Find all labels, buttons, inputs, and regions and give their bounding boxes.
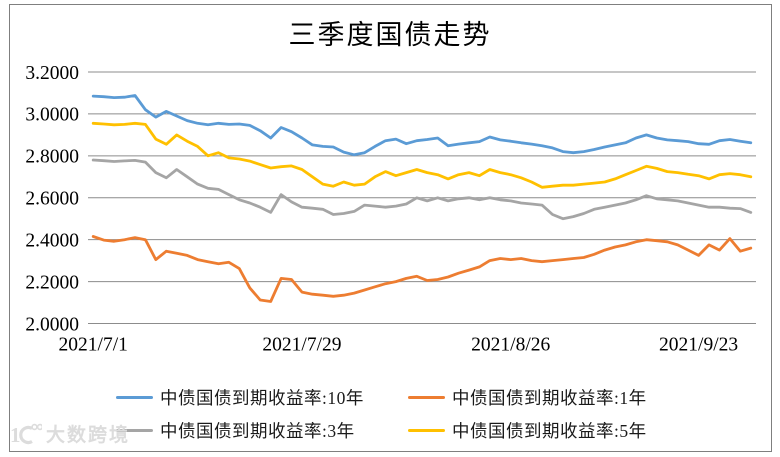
y-tick-label: 3.2000 [25,63,79,84]
legend-item-1y: 中债国债到期收益率:1年 [408,385,647,410]
y-tick-label: 2.4000 [25,230,79,251]
y-tick-label: 2.2000 [25,272,79,293]
y-tick-label: 2.8000 [25,147,79,168]
legend-label-5y: 中债国债到期收益率:5年 [452,421,647,441]
x-tick-label: 2021/7/1 [59,335,128,356]
series-line-1y [91,235,753,303]
svg-text:1: 1 [10,423,21,446]
y-tick-label: 3.0000 [25,105,79,126]
y-tick-label: 2.0000 [25,314,79,335]
x-tick-label: 2021/9/23 [659,335,738,356]
watermark: 1 大数跨境 [10,420,130,447]
legend-item-10y: 中债国债到期收益率:10年 [116,385,364,410]
x-tick-label: 2021/7/29 [262,335,341,356]
legend-label-10y: 中债国债到期收益率:10年 [160,388,364,408]
legend-swatch-1y-icon [408,395,445,400]
y-tick-label: 2.6000 [25,189,79,210]
x-tick-label: 2021/8/26 [471,335,550,356]
legend-swatch-3y-icon [116,428,153,433]
chart-frame [9,4,772,452]
legend-swatch-10y-icon [116,395,153,400]
legend-swatch-5y-icon [408,428,445,433]
legend-item-3y: 中债国债到期收益率:3年 [116,418,355,443]
series-line-5y [91,121,753,189]
legend-label-3y: 中债国债到期收益率:3年 [160,421,355,441]
chart-title: 三季度国债走势 [288,20,492,50]
series-line-3y [91,158,753,221]
watermark-10100-logo-icon: 1 [10,423,42,446]
series-line-10y [91,94,753,157]
watermark-text: 大数跨境 [46,425,131,446]
legend-item-5y: 中债国债到期收益率:5年 [408,418,647,443]
legend-label-1y: 中债国债到期收益率:1年 [452,388,647,408]
